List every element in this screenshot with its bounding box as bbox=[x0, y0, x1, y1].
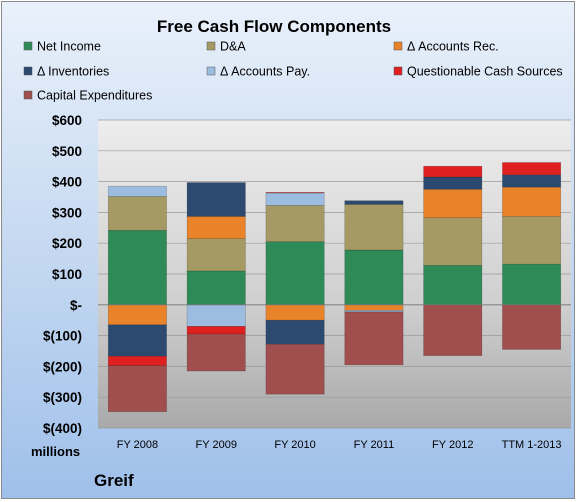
bar-accounts-rec bbox=[502, 186, 562, 217]
chart-title: Free Cash Flow Components bbox=[157, 17, 391, 36]
legend-label: Questionable Cash Sources bbox=[407, 65, 563, 79]
y-tick-label: $(400) bbox=[43, 421, 82, 436]
bar-questionable-cash-sources bbox=[423, 165, 483, 178]
bar-capital-expenditures bbox=[186, 333, 246, 372]
bar-d-a bbox=[265, 205, 325, 242]
y-tick-label: $(300) bbox=[43, 390, 82, 405]
legend-swatch bbox=[23, 90, 33, 100]
bar-accounts-rec bbox=[423, 189, 483, 218]
legend-label: D&A bbox=[220, 40, 246, 54]
bar-questionable-cash-sources bbox=[107, 355, 167, 366]
bar-d-a bbox=[107, 196, 167, 231]
bar-inventories bbox=[265, 319, 325, 345]
company-name: Greif bbox=[94, 471, 134, 490]
bar-group-fy-2008 bbox=[107, 185, 167, 412]
bar-net-income bbox=[186, 270, 246, 306]
bar-inventories bbox=[423, 176, 483, 190]
bar-d-a bbox=[344, 204, 404, 251]
bar-capital-expenditures bbox=[502, 304, 562, 350]
legend-swatch bbox=[23, 41, 33, 51]
bar-d-a bbox=[423, 217, 483, 266]
bar-net-income bbox=[107, 229, 167, 306]
legend-label: Δ Inventories bbox=[37, 65, 109, 79]
legend-label: Net Income bbox=[37, 40, 101, 54]
legend-item-accounts-rec: Δ Accounts Rec. bbox=[393, 40, 499, 54]
x-tick-label: FY 2011 bbox=[354, 439, 395, 451]
legend-label: Capital Expenditures bbox=[37, 89, 152, 103]
bar-accounts-pay bbox=[186, 304, 246, 327]
legend: Net Income D&A Δ Accounts Rec. Δ Inventorie… bbox=[23, 40, 563, 103]
gridlines bbox=[98, 119, 571, 429]
bar-net-income bbox=[502, 263, 562, 306]
bar-inventories bbox=[107, 324, 167, 357]
legend-item-questionable-cash-sources: Questionable Cash Sources bbox=[393, 65, 563, 79]
legend-item-capital-expenditures: Capital Expenditures bbox=[23, 89, 152, 103]
x-tick-label: TTM 1-2013 bbox=[502, 439, 562, 451]
bar-capital-expenditures bbox=[107, 365, 167, 412]
bar-questionable-cash-sources bbox=[265, 192, 325, 194]
legend-label: Δ Accounts Rec. bbox=[407, 40, 499, 54]
units-label: millions bbox=[31, 444, 80, 459]
y-tick-label: $500 bbox=[52, 144, 82, 159]
bar-net-income bbox=[423, 265, 483, 306]
bar-capital-expenditures bbox=[265, 343, 325, 395]
bar-net-income bbox=[265, 241, 325, 306]
legend-item-inventories: Δ Inventories bbox=[23, 65, 109, 79]
bar-accounts-pay bbox=[107, 185, 167, 197]
legend-swatch bbox=[393, 41, 403, 51]
y-tick-label: $(100) bbox=[43, 329, 82, 344]
bar-group-fy-2010 bbox=[265, 192, 325, 395]
bar-accounts-rec bbox=[265, 304, 325, 321]
bar-group-ttm-1-2013 bbox=[502, 162, 562, 350]
legend-swatch bbox=[206, 41, 216, 51]
bar-group-fy-2011 bbox=[344, 200, 404, 366]
bar-d-a bbox=[502, 216, 562, 265]
bar-inventories bbox=[502, 174, 562, 188]
y-axis: $600 $500 $400 $300 $200 $100 $- $(100) $(200) $(… bbox=[43, 113, 82, 436]
y-tick-label: $600 bbox=[52, 113, 82, 128]
x-axis: FY 2008 FY 2009 FY 2010 FY 2011 FY 2012 TTM 1… bbox=[117, 439, 562, 451]
bar-inventories bbox=[344, 200, 404, 205]
bar-accounts-rec bbox=[107, 304, 167, 326]
legend-swatch bbox=[393, 66, 403, 76]
y-tick-label: $200 bbox=[52, 236, 82, 251]
x-tick-label: FY 2008 bbox=[117, 439, 158, 451]
x-tick-label: FY 2012 bbox=[432, 439, 473, 451]
bars bbox=[107, 162, 562, 412]
bar-capital-expenditures bbox=[344, 311, 404, 366]
bar-capital-expenditures bbox=[423, 304, 483, 356]
legend-item-d-a: D&A bbox=[206, 40, 246, 54]
bar-accounts-rec bbox=[344, 304, 404, 311]
bar-questionable-cash-sources bbox=[186, 326, 246, 335]
y-tick-label: $100 bbox=[52, 267, 82, 282]
bar-accounts-pay bbox=[265, 192, 325, 206]
legend-item-net-income: Net Income bbox=[23, 40, 101, 54]
bar-group-fy-2009 bbox=[186, 182, 246, 372]
legend-label: Δ Accounts Pay. bbox=[220, 65, 310, 79]
y-tick-label: $- bbox=[70, 298, 82, 313]
x-tick-label: FY 2010 bbox=[274, 439, 315, 451]
legend-swatch bbox=[206, 66, 216, 76]
bar-group-fy-2012 bbox=[423, 165, 483, 356]
bar-inventories bbox=[186, 182, 246, 217]
y-tick-label: $400 bbox=[52, 175, 82, 190]
x-tick-label: FY 2009 bbox=[196, 439, 237, 451]
y-tick-label: $(200) bbox=[43, 359, 82, 374]
legend-swatch bbox=[23, 66, 33, 76]
legend-item-accounts-pay: Δ Accounts Pay. bbox=[206, 65, 310, 79]
y-tick-label: $300 bbox=[52, 205, 82, 220]
bar-net-income bbox=[344, 249, 404, 306]
bar-questionable-cash-sources bbox=[502, 162, 562, 176]
bar-accounts-rec bbox=[186, 216, 246, 239]
bar-d-a bbox=[186, 238, 246, 272]
